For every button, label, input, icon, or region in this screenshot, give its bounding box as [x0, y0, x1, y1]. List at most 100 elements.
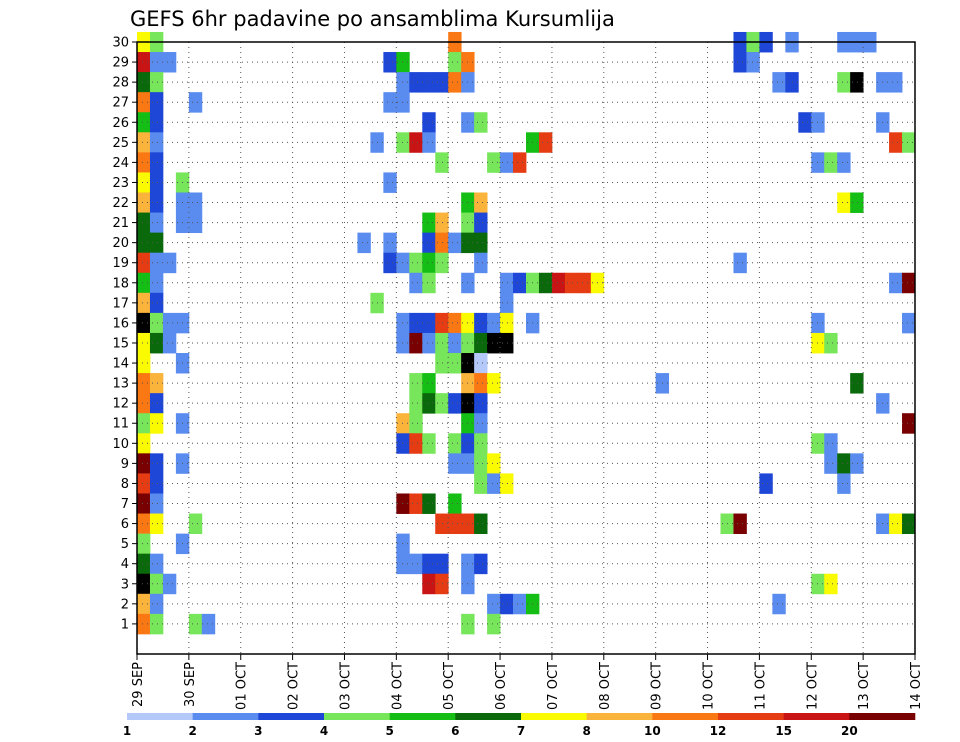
heatmap-cell [422, 272, 436, 294]
heatmap-cell [850, 453, 864, 474]
heatmap-cell [448, 513, 462, 535]
heatmap-cell [137, 92, 151, 113]
heatmap-cell [149, 292, 164, 314]
heatmap-cell [422, 312, 436, 334]
colorbar-level-label: 2 [188, 724, 196, 738]
heatmap-cell [137, 192, 151, 213]
heatmap-cell [137, 533, 151, 555]
y-tick-label: 8 [121, 477, 129, 492]
heatmap-cell [137, 132, 151, 153]
heatmap-cell [487, 312, 501, 334]
heatmap-cell [422, 373, 436, 394]
heatmap-cell [759, 473, 773, 494]
heatmap-cell [824, 573, 838, 595]
heatmap-cell [448, 232, 462, 254]
y-tick-label: 25 [112, 136, 129, 151]
y-tick-label: 29 [112, 56, 129, 71]
heatmap-cell [149, 613, 164, 635]
heatmap-cell [435, 573, 449, 595]
heatmap-cell [137, 252, 151, 274]
heatmap-cell [422, 493, 436, 514]
heatmap-cell [448, 52, 462, 73]
x-tick-label: 05 OCT [442, 662, 457, 710]
heatmap-cell [137, 72, 151, 93]
heatmap-cell [577, 272, 592, 294]
y-tick-label: 14 [112, 357, 129, 372]
heatmap-cell [149, 493, 164, 514]
y-tick-label: 28 [112, 76, 129, 91]
heatmap-cell [149, 312, 164, 334]
heatmap-cell [409, 373, 423, 394]
heatmap-cell [162, 252, 177, 274]
heatmap-cell [435, 393, 449, 414]
heatmap-cell [435, 252, 449, 274]
heatmap-cell [149, 92, 164, 113]
heatmap-cell [435, 553, 449, 575]
heatmap-cell [188, 613, 203, 635]
heatmap-cell [538, 132, 553, 153]
heatmap-cell [435, 152, 449, 173]
heatmap-cell [137, 413, 151, 434]
heatmap-cell [435, 332, 449, 354]
heatmap-cell [564, 272, 579, 294]
heatmap-cell [850, 192, 864, 213]
colorbar-swatch [652, 713, 719, 720]
y-tick-label: 18 [112, 276, 129, 291]
heatmap-cell [396, 493, 410, 514]
heatmap-cell [409, 312, 423, 334]
y-tick-label: 27 [112, 96, 129, 111]
y-tick-label: 3 [121, 577, 129, 592]
chart-title: GEFS 6hr padavine po ansamblima Kursumli… [130, 7, 615, 31]
heatmap-cell [396, 433, 410, 454]
heatmap-cell [422, 553, 436, 575]
heatmap-cell [435, 212, 449, 234]
heatmap-cell [396, 252, 410, 274]
y-tick-label: 6 [121, 517, 129, 532]
heatmap-cell [422, 433, 436, 454]
heatmap-cell [396, 332, 410, 354]
heatmap-cell [396, 553, 410, 575]
plot-frame [136, 41, 916, 655]
y-tick-label: 7 [121, 497, 129, 512]
heatmap-cell [474, 373, 488, 394]
heatmap-cell [137, 473, 151, 494]
colorbar-level-label: 10 [644, 724, 661, 738]
heatmap-cell [500, 292, 514, 314]
heatmap-cell [137, 433, 151, 454]
x-tick-label: 12 OCT [805, 662, 820, 710]
heatmap-cell [513, 593, 527, 615]
x-tick-label: 07 OCT [546, 662, 561, 710]
heatmap-cell [733, 513, 747, 535]
y-tick-label: 13 [112, 377, 129, 392]
heatmap-cell [513, 152, 527, 173]
heatmap-cell [500, 152, 514, 173]
y-tick-label: 10 [112, 437, 129, 452]
x-tick-label: 03 OCT [338, 662, 353, 710]
heatmap-cell [149, 393, 164, 414]
heatmap-cell [772, 72, 786, 93]
heatmap-cell [137, 373, 151, 394]
heatmap-cell [137, 152, 151, 173]
x-tick-label: 29 SEP [131, 662, 146, 707]
heatmap-cell [149, 332, 164, 354]
heatmap-cell [137, 453, 151, 474]
heatmap-cell [850, 72, 864, 93]
heatmap-cell [137, 312, 151, 334]
colorbar-swatch [783, 713, 850, 720]
colorbar-swatch [849, 713, 916, 720]
x-tick-label: 11 OCT [753, 662, 768, 710]
heatmap-cell [149, 272, 164, 294]
heatmap-cell [409, 413, 423, 434]
heatmap-cell [837, 72, 851, 93]
heatmap-cell [474, 112, 488, 133]
heatmap-cell [474, 192, 488, 213]
heatmap-cell [162, 312, 177, 334]
colorbar-level-label: 1 [123, 724, 131, 738]
colorbar-legend: 1 2 3 4 5 6 7 8 10 12 15 20 [123, 713, 916, 738]
heatmap-cell [435, 312, 449, 334]
x-tick-label: 02 OCT [287, 662, 302, 710]
y-tick-label: 11 [112, 417, 129, 432]
heatmap-cell [201, 613, 216, 635]
heatmap-cell [746, 52, 760, 73]
